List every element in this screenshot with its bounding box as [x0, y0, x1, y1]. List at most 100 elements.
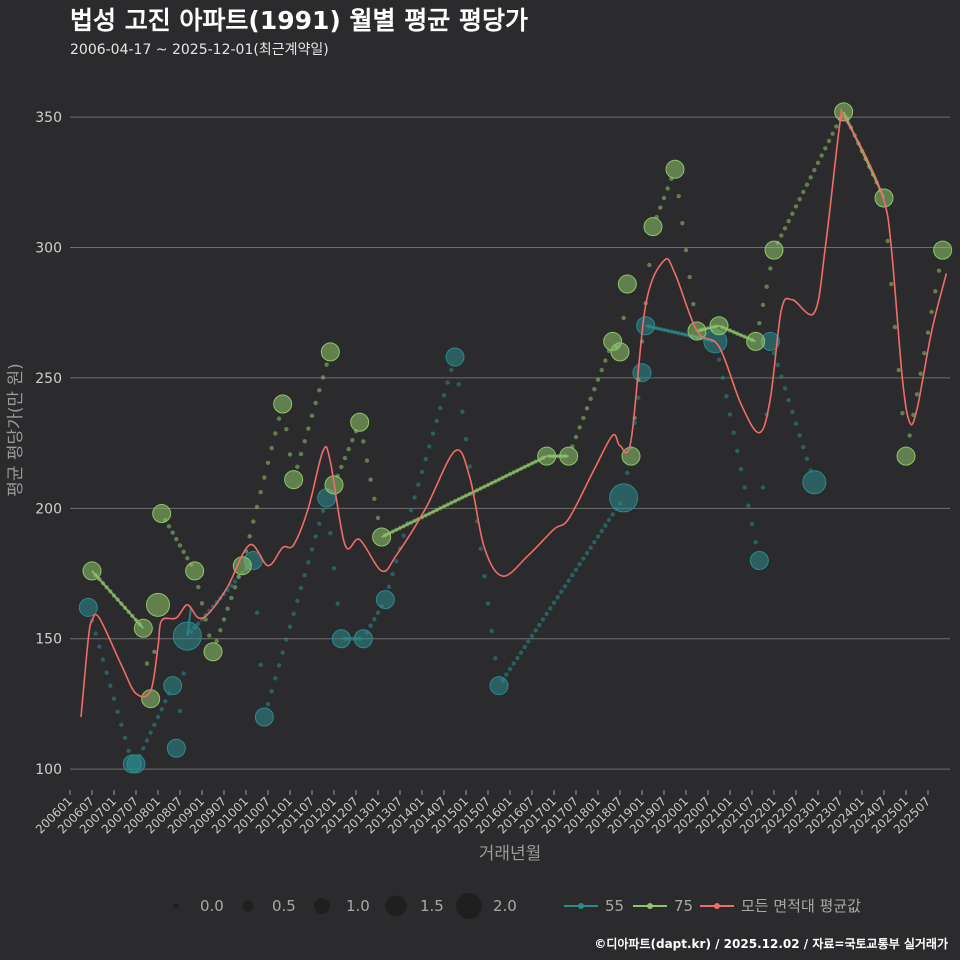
- interpolated-point-55: [779, 374, 784, 379]
- interpolated-point-75: [804, 182, 810, 187]
- interpolated-point-55: [229, 583, 234, 588]
- interpolated-point-55: [603, 523, 608, 528]
- interpolated-point-75: [214, 638, 219, 644]
- interpolated-point-75: [621, 315, 626, 321]
- interpolated-point-55: [122, 735, 128, 741]
- y-tick-label: 300: [35, 241, 62, 257]
- interpolated-point-55: [456, 382, 461, 387]
- interpolated-point-55: [328, 530, 333, 536]
- interpolated-point-75: [166, 524, 172, 529]
- interpolated-point-75: [269, 445, 274, 451]
- legend-key-label: 75: [674, 897, 693, 915]
- interpolated-point-55: [566, 578, 571, 583]
- interpolated-point-55: [786, 397, 791, 403]
- series-55: [78, 316, 827, 774]
- y-tick-label: 200: [35, 501, 62, 517]
- interpolated-point-55: [148, 730, 153, 735]
- interpolated-point-75: [760, 302, 766, 308]
- interpolated-point-75: [317, 387, 322, 393]
- y-tick-label: 250: [35, 371, 62, 387]
- interpolated-point-75: [350, 437, 355, 443]
- interpolated-point-75: [584, 406, 590, 411]
- interpolated-point-75: [830, 131, 835, 136]
- interpolated-point-75: [152, 649, 157, 654]
- data-point-55: [126, 754, 146, 774]
- interpolated-point-75: [221, 617, 227, 622]
- legend-key-dot: [714, 903, 720, 909]
- interpolated-point-55: [562, 584, 568, 589]
- interpolated-point-55: [331, 566, 337, 571]
- interpolated-point-55: [313, 534, 318, 539]
- interpolated-point-55: [727, 412, 733, 417]
- interpolated-point-55: [493, 656, 498, 661]
- interpolated-point-55: [152, 722, 157, 727]
- interpolated-point-55: [269, 689, 274, 694]
- data-point-75: [834, 102, 854, 122]
- interpolated-point-75: [218, 628, 223, 633]
- interpolated-point-75: [287, 452, 293, 457]
- interpolated-point-55: [111, 696, 117, 701]
- gridlines: [70, 116, 950, 770]
- interpolated-point-75: [900, 410, 905, 416]
- interpolated-point-75: [174, 536, 179, 542]
- interpolated-point-75: [375, 515, 381, 521]
- interpolated-point-75: [665, 186, 670, 191]
- interpolated-point-55: [489, 628, 494, 634]
- interpolated-point-55: [419, 469, 425, 475]
- interpolated-point-75: [925, 330, 931, 335]
- data-point-75: [152, 504, 172, 524]
- size-legend-symbol: [242, 900, 254, 912]
- y-tick-label: 350: [35, 110, 62, 126]
- data-point-55: [375, 590, 395, 610]
- data-point-55: [609, 483, 639, 513]
- interpolated-point-55: [408, 508, 414, 513]
- interpolated-point-75: [658, 205, 663, 210]
- interpolated-point-75: [588, 396, 593, 401]
- data-point-75: [350, 412, 370, 432]
- interpolated-point-75: [786, 218, 791, 224]
- interpolated-point-75: [834, 124, 839, 129]
- interpolated-point-55: [441, 393, 447, 398]
- interpolated-point-75: [313, 400, 318, 406]
- size-legend-symbol: [385, 895, 407, 917]
- interpolated-point-55: [401, 533, 406, 538]
- interpolated-point-75: [364, 458, 370, 463]
- interpolated-point-55: [559, 589, 564, 594]
- interpolated-point-55: [108, 683, 113, 688]
- data-point-75: [610, 342, 630, 362]
- interpolated-point-75: [808, 175, 813, 180]
- interpolated-point-75: [683, 247, 689, 253]
- interpolated-point-75: [258, 490, 263, 495]
- interpolated-point-75: [144, 661, 150, 666]
- data-point-55: [489, 676, 509, 696]
- interpolated-point-55: [782, 386, 788, 391]
- interpolated-point-75: [247, 534, 252, 539]
- data-point-75: [764, 240, 784, 260]
- interpolated-point-55: [797, 433, 802, 438]
- interpolated-point-55: [599, 528, 604, 534]
- interpolated-point-55: [254, 610, 260, 615]
- interpolated-point-75: [929, 309, 934, 315]
- interpolated-point-55: [511, 661, 516, 666]
- interpolated-point-55: [280, 650, 285, 655]
- interpolated-point-55: [276, 663, 282, 668]
- series-line-75: [381, 455, 548, 538]
- interpolated-point-75: [889, 281, 894, 287]
- interpolated-point-75: [676, 194, 681, 199]
- chart-title: 법성 고진 아파트(1991) 월별 평균 평당가: [70, 6, 528, 35]
- interpolated-point-55: [372, 616, 377, 622]
- legend: 0.0 0.5 1.0 1.5 2.0 55 75 모든 면적대 평균값: [173, 893, 861, 919]
- interpolated-point-55: [463, 437, 469, 442]
- interpolated-point-55: [533, 628, 538, 633]
- interpolated-point-75: [339, 464, 344, 470]
- interpolated-point-55: [309, 547, 315, 552]
- interpolated-point-75: [819, 153, 824, 158]
- interpolated-point-75: [236, 574, 241, 579]
- interpolated-point-75: [918, 371, 923, 376]
- interpolated-point-55: [350, 636, 355, 641]
- legend-key-label: 55: [605, 897, 624, 915]
- data-point-75: [746, 331, 766, 351]
- interpolated-point-55: [731, 430, 736, 435]
- interpolated-point-75: [801, 189, 806, 195]
- interpolated-point-75: [207, 633, 212, 638]
